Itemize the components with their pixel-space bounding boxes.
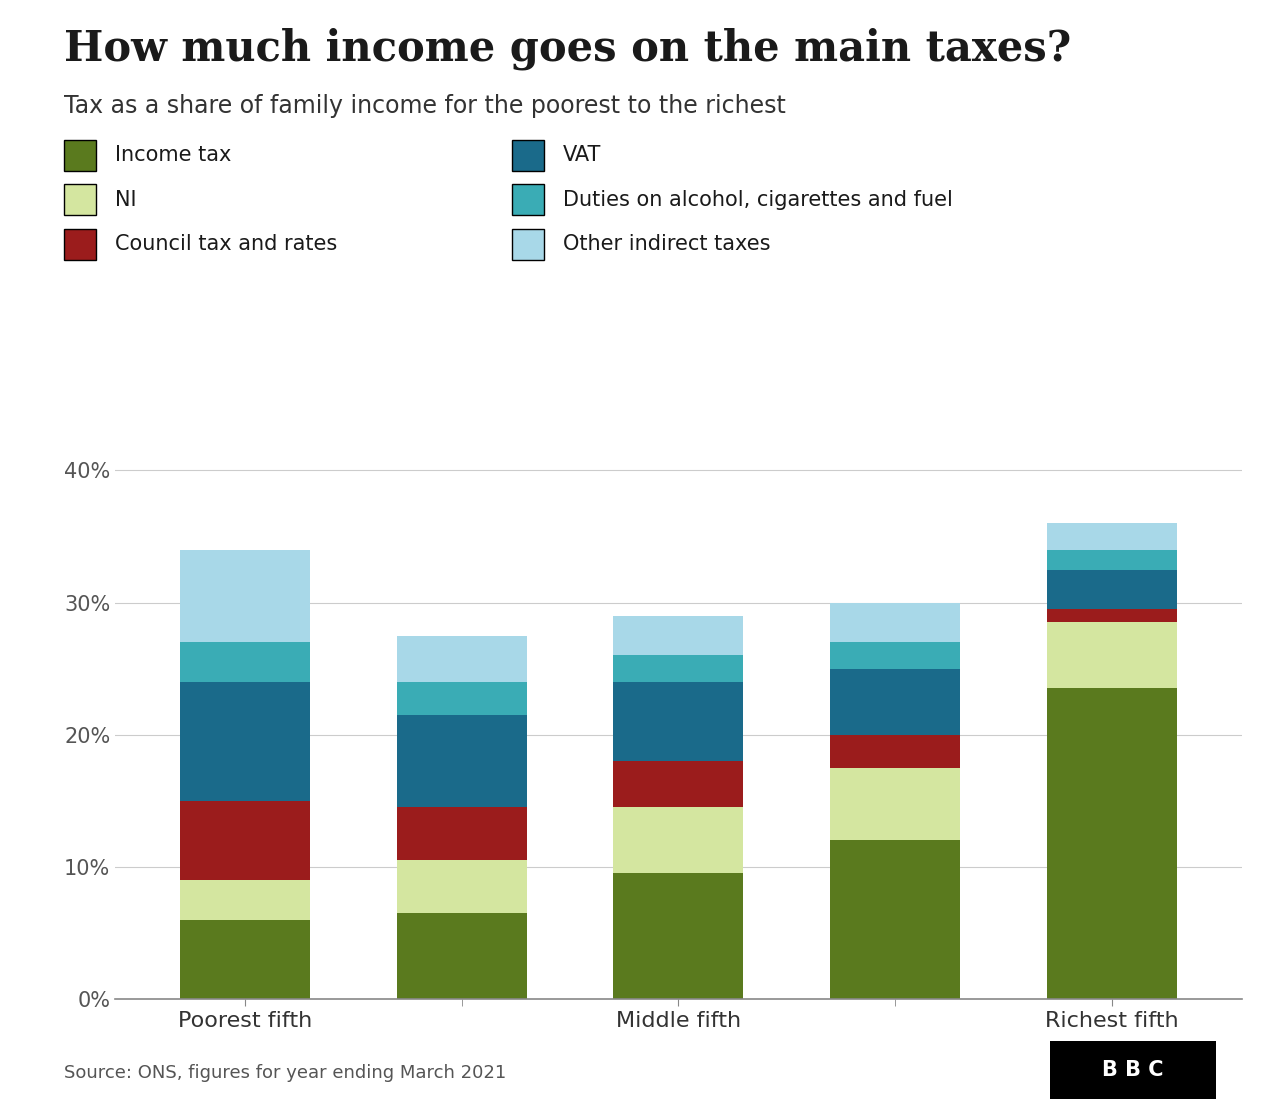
Bar	[613, 682, 744, 761]
Bar	[180, 682, 310, 800]
Bar	[397, 636, 527, 682]
Bar	[613, 655, 744, 682]
Text: Other indirect taxes: Other indirect taxes	[563, 234, 771, 254]
Bar	[180, 920, 310, 999]
Bar	[829, 735, 960, 768]
Text: Duties on alcohol, cigarettes and fuel: Duties on alcohol, cigarettes and fuel	[563, 190, 954, 210]
Bar	[829, 840, 960, 999]
Bar	[180, 643, 310, 682]
Bar	[613, 874, 744, 999]
Bar	[613, 616, 744, 655]
Bar	[180, 549, 310, 643]
Bar	[397, 807, 527, 860]
Bar	[613, 807, 744, 874]
Bar	[829, 768, 960, 840]
Text: NI: NI	[115, 190, 137, 210]
Text: Income tax: Income tax	[115, 145, 232, 165]
Text: Source: ONS, figures for year ending March 2021: Source: ONS, figures for year ending Mar…	[64, 1064, 507, 1082]
Bar	[1047, 569, 1176, 609]
Bar	[1047, 549, 1176, 569]
Bar	[613, 761, 744, 807]
Bar	[397, 715, 527, 807]
Bar	[1047, 688, 1176, 999]
Text: How much income goes on the main taxes?: How much income goes on the main taxes?	[64, 28, 1071, 70]
Text: VAT: VAT	[563, 145, 602, 165]
Bar	[180, 880, 310, 920]
Bar	[1047, 523, 1176, 549]
Bar	[1047, 609, 1176, 623]
Text: Council tax and rates: Council tax and rates	[115, 234, 338, 254]
Bar	[180, 800, 310, 880]
Bar	[829, 668, 960, 735]
Bar	[829, 643, 960, 668]
Bar	[829, 603, 960, 643]
Text: Tax as a share of family income for the poorest to the richest: Tax as a share of family income for the …	[64, 94, 786, 119]
Text: B B C: B B C	[1102, 1060, 1164, 1080]
Bar	[1047, 623, 1176, 688]
Bar	[397, 914, 527, 999]
Bar	[397, 682, 527, 715]
Bar	[397, 860, 527, 914]
